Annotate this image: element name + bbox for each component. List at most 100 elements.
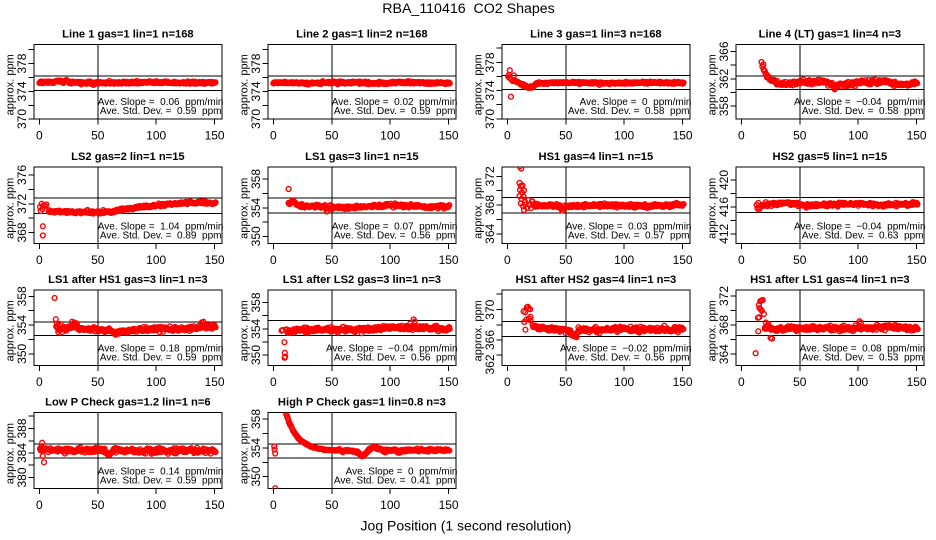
svg-text:0: 0: [270, 253, 277, 267]
svg-text:0: 0: [270, 498, 277, 512]
svg-text:0: 0: [504, 253, 511, 267]
svg-text:366: 366: [483, 330, 497, 350]
svg-text:384: 384: [15, 443, 29, 463]
svg-text:368: 368: [717, 315, 731, 335]
svg-text:50: 50: [793, 129, 807, 143]
svg-text:Ave. Std. Dev. = 0.58 ppm: Ave. Std. Dev. = 0.58 ppm: [568, 106, 690, 117]
svg-text:50: 50: [91, 129, 105, 143]
svg-text:370: 370: [483, 299, 497, 319]
svg-text:Ave. Std. Dev. = 0.59 ppm: Ave. Std. Dev. = 0.59 ppm: [100, 476, 222, 487]
svg-text:approx. ppm: approx. ppm: [472, 54, 484, 115]
svg-text:Ave. Slope = 0.03 ppm/min: Ave. Slope = 0.03 ppm/min: [566, 222, 692, 233]
svg-text:Ave. Slope = −0.04 ppm/min: Ave. Slope = −0.04 ppm/min: [326, 343, 458, 354]
svg-text:100: 100: [380, 253, 400, 267]
svg-text:350: 350: [249, 466, 263, 486]
svg-text:Line 3 gas=1 lin=3 n=168: Line 3 gas=1 lin=3 n=168: [530, 29, 662, 41]
svg-text:0: 0: [36, 375, 43, 389]
svg-text:372: 372: [717, 286, 731, 306]
svg-text:100: 100: [614, 253, 634, 267]
svg-text:Ave. Std. Dev. = 0.41 ppm: Ave. Std. Dev. = 0.41 ppm: [334, 476, 456, 487]
svg-text:Ave. Slope = −0.02 ppm/min: Ave. Slope = −0.02 ppm/min: [560, 343, 692, 354]
svg-text:0: 0: [36, 253, 43, 267]
svg-text:0: 0: [270, 375, 277, 389]
svg-text:374: 374: [15, 81, 29, 101]
svg-text:Ave. Std. Dev. = 0.63 ppm: Ave. Std. Dev. = 0.63 ppm: [802, 231, 924, 242]
svg-text:Ave. Slope = 0 ppm/min: Ave. Slope = 0 ppm/min: [346, 467, 458, 478]
svg-text:358: 358: [249, 409, 263, 429]
svg-text:354: 354: [15, 315, 29, 335]
svg-text:150: 150: [439, 253, 459, 267]
svg-text:350: 350: [249, 345, 263, 365]
svg-text:358: 358: [15, 286, 29, 306]
svg-text:364: 364: [483, 223, 497, 243]
svg-text:362: 362: [483, 354, 497, 374]
svg-text:420: 420: [717, 170, 731, 190]
svg-text:approx. ppm: approx. ppm: [238, 178, 250, 239]
svg-text:Ave. Slope = 1.04 ppm/min: Ave. Slope = 1.04 ppm/min: [98, 222, 224, 233]
svg-text:150: 150: [673, 375, 693, 389]
svg-text:374: 374: [483, 80, 497, 100]
svg-text:150: 150: [907, 129, 927, 143]
svg-text:HS1 after LS1 gas=4 lin=1 n=3: HS1 after LS1 gas=4 lin=1 n=3: [750, 274, 910, 286]
svg-text:50: 50: [325, 375, 339, 389]
svg-text:Ave. Std. Dev. = 0.58 ppm: Ave. Std. Dev. = 0.58 ppm: [802, 106, 924, 117]
svg-text:100: 100: [146, 498, 166, 512]
svg-text:Ave. Std. Dev. = 0.56 ppm: Ave. Std. Dev. = 0.56 ppm: [568, 352, 690, 363]
svg-text:358: 358: [717, 96, 731, 116]
svg-text:Ave. Std. Dev. = 0.59 ppm: Ave. Std. Dev. = 0.59 ppm: [100, 352, 222, 363]
svg-text:100: 100: [614, 129, 634, 143]
svg-text:RBA_110416 CO2 Shapes: RBA_110416 CO2 Shapes: [382, 1, 554, 17]
svg-text:approx. ppm: approx. ppm: [238, 300, 250, 361]
svg-text:150: 150: [205, 253, 225, 267]
svg-text:Ave. Std. Dev. = 0.56 ppm: Ave. Std. Dev. = 0.56 ppm: [334, 231, 456, 242]
svg-text:Ave. Std. Dev. = 0.56 ppm: Ave. Std. Dev. = 0.56 ppm: [334, 352, 456, 363]
svg-text:354: 354: [249, 197, 263, 217]
svg-text:HS1 gas=4 lin=1 n=15: HS1 gas=4 lin=1 n=15: [539, 151, 654, 163]
svg-text:LS1 after HS1 gas=3 lin=1 n=3: LS1 after HS1 gas=3 lin=1 n=3: [48, 274, 208, 286]
svg-text:Ave. Slope = 0.06 ppm/min: Ave. Slope = 0.06 ppm/min: [98, 97, 224, 108]
svg-text:Ave. Slope = 0.07 ppm/min: Ave. Slope = 0.07 ppm/min: [332, 222, 458, 233]
svg-text:350: 350: [15, 343, 29, 363]
svg-text:0: 0: [504, 375, 511, 389]
svg-text:380: 380: [15, 467, 29, 487]
svg-text:372: 372: [483, 166, 497, 186]
svg-text:Ave. Slope = −0.04 ppm/min: Ave. Slope = −0.04 ppm/min: [794, 222, 926, 233]
svg-text:372: 372: [15, 193, 29, 213]
svg-text:50: 50: [559, 129, 573, 143]
svg-text:150: 150: [907, 253, 927, 267]
svg-text:0: 0: [738, 129, 745, 143]
svg-text:Ave. Slope = 0 ppm/min: Ave. Slope = 0 ppm/min: [580, 97, 692, 108]
svg-text:Ave. Std. Dev. = 0.89 ppm: Ave. Std. Dev. = 0.89 ppm: [100, 231, 222, 242]
svg-text:Ave. Slope = 0.18 ppm/min: Ave. Slope = 0.18 ppm/min: [98, 343, 224, 354]
svg-text:Line 2 gas=1 lin=2 n=168: Line 2 gas=1 lin=2 n=168: [296, 29, 428, 41]
svg-text:0: 0: [738, 375, 745, 389]
svg-text:376: 376: [15, 165, 29, 185]
svg-text:370: 370: [15, 109, 29, 129]
svg-text:100: 100: [848, 375, 868, 389]
svg-text:0: 0: [270, 129, 277, 143]
svg-text:approx. ppm: approx. ppm: [706, 54, 718, 115]
svg-text:approx. ppm: approx. ppm: [472, 178, 484, 239]
svg-text:50: 50: [559, 375, 573, 389]
svg-text:100: 100: [380, 375, 400, 389]
svg-text:364: 364: [717, 344, 731, 364]
svg-text:High P Check gas=1 lin=0.8 n=3: High P Check gas=1 lin=0.8 n=3: [278, 397, 446, 409]
svg-text:approx. ppm: approx. ppm: [4, 54, 16, 115]
svg-text:378: 378: [249, 53, 263, 73]
svg-text:150: 150: [205, 375, 225, 389]
svg-text:50: 50: [91, 375, 105, 389]
svg-text:LS1 after LS2 gas=3 lin=1 n=3: LS1 after LS2 gas=3 lin=1 n=3: [283, 274, 441, 286]
svg-text:50: 50: [91, 498, 105, 512]
svg-text:388: 388: [15, 418, 29, 438]
svg-text:HS1 after HS2 gas=4 lin=1 n=3: HS1 after HS2 gas=4 lin=1 n=3: [516, 274, 677, 286]
svg-text:Line 1 gas=1 lin=1 n=168: Line 1 gas=1 lin=1 n=168: [62, 29, 194, 41]
svg-text:50: 50: [325, 498, 339, 512]
svg-text:50: 50: [793, 375, 807, 389]
svg-text:378: 378: [15, 53, 29, 73]
svg-text:Ave. Std. Dev. = 0.59 ppm: Ave. Std. Dev. = 0.59 ppm: [100, 106, 222, 117]
svg-text:50: 50: [325, 129, 339, 143]
svg-text:50: 50: [793, 253, 807, 267]
svg-text:50: 50: [91, 253, 105, 267]
svg-text:368: 368: [483, 195, 497, 215]
svg-text:0: 0: [36, 129, 43, 143]
